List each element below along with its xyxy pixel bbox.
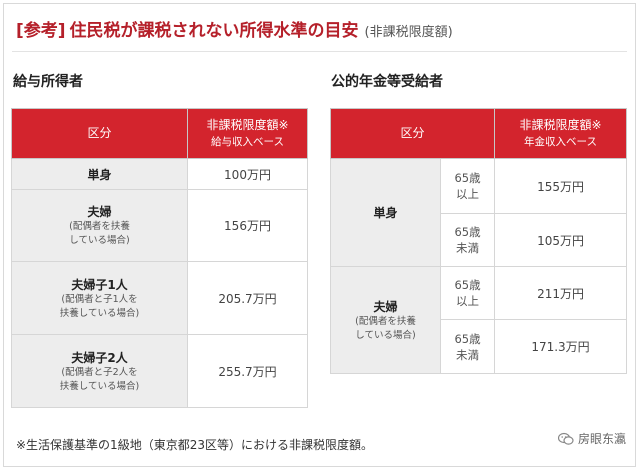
age-line: 65歳 xyxy=(454,225,481,239)
age-line: 未満 xyxy=(456,347,479,362)
row-label: 単身 xyxy=(87,167,112,182)
salary-col-category: 区分 xyxy=(11,108,188,159)
footnote: ※生活保護基準の1級地（東京都23区等）における非課税限度額。 xyxy=(16,438,373,452)
row-label: 夫婦子2人 xyxy=(71,350,128,365)
age-line: 65歳 xyxy=(454,171,481,185)
pension-group-label: 夫婦 (配偶者を扶養 している場合) xyxy=(330,266,441,374)
salary-row-label: 単身 xyxy=(11,158,188,190)
row-note: している場合) xyxy=(69,235,130,246)
pension-group-label: 単身 xyxy=(330,158,441,267)
row-note: (配偶者と子2人を xyxy=(61,366,138,378)
salary-row-label: 夫婦子1人 (配偶者と子1人を 扶養している場合) xyxy=(11,261,188,335)
group-note: している場合) xyxy=(355,329,416,341)
title-main: 住民税が課税されない所得水準の目安 xyxy=(69,21,359,41)
pension-header-row: 区分 非課税限度額※ 年金収入ベース xyxy=(329,108,628,159)
table-row: 65歳 未満 105万円 xyxy=(331,213,628,267)
pension-col-limit: 非課税限度額※ 年金収入ベース xyxy=(494,108,628,159)
row-note: 扶養している場合) xyxy=(59,380,140,392)
table-row: 単身 100万円 xyxy=(11,158,308,190)
row-value: 156万円 xyxy=(187,189,308,262)
content-panel: [参考] 住民税が課税されない所得水準の目安 (非課税限度額) 給与所得者 区分… xyxy=(3,3,636,467)
age-cell: 65歳 以上 xyxy=(439,158,496,214)
age-line: 65歳 xyxy=(454,331,481,346)
row-value: 100万円 xyxy=(187,158,308,190)
row-note: (配偶者と子1人を xyxy=(61,293,138,305)
page-title: [参考] 住民税が課税されない所得水準の目安 (非課税限度額) xyxy=(16,16,453,42)
age-line: 以上 xyxy=(456,187,479,201)
table-row: 夫婦子1人 (配偶者と子1人を 扶養している場合) 205.7万円 xyxy=(11,261,308,335)
table-row: 夫婦 (配偶者を扶養 している場合) 156万円 xyxy=(11,189,308,262)
table-row: 夫婦 (配偶者を扶養 している場合) 65歳 以上 211万円 xyxy=(330,266,628,374)
salary-table: 区分 非課税限度額※ 給与収入ベース 単身 100万円 夫婦 (配偶者を扶養 し… xyxy=(11,108,308,408)
row-label: 夫婦子1人 xyxy=(71,277,128,292)
table-row: 65歳 未満 171.3万円 xyxy=(331,319,628,374)
row-value: 255.7万円 xyxy=(187,334,308,408)
pension-col-limit-sub: 年金収入ベース xyxy=(524,135,597,148)
table-row: 単身 65歳 以上 155万円 xyxy=(330,158,628,267)
age-cell: 65歳 以上 xyxy=(439,266,496,320)
wechat-icon xyxy=(557,432,574,446)
group-label: 夫婦 xyxy=(373,299,398,314)
row-value: 171.3万円 xyxy=(494,319,628,374)
pension-col-limit-label: 非課税限度額※ xyxy=(519,117,602,132)
age-cell: 65歳 未満 xyxy=(439,213,496,267)
age-line: 未満 xyxy=(456,241,479,255)
pension-section-title: 公的年金等受給者 xyxy=(331,74,443,90)
brand-name: 房眼东瀛 xyxy=(577,432,626,446)
title-tag: [参考] xyxy=(16,21,66,41)
row-value: 105万円 xyxy=(494,213,628,267)
salary-col-category-label: 区分 xyxy=(87,126,112,140)
title-subtitle: (非課税限度額) xyxy=(364,25,453,40)
salary-header-row: 区分 非課税限度額※ 給与収入ベース xyxy=(11,108,308,159)
row-note: 扶養している場合) xyxy=(59,307,140,319)
brand-watermark: 房眼东瀛 xyxy=(557,430,626,447)
pension-col-category-label: 区分 xyxy=(400,126,425,140)
group-label: 単身 xyxy=(373,206,398,220)
age-line: 65歳 xyxy=(454,278,481,292)
salary-row-label: 夫婦子2人 (配偶者と子2人を 扶養している場合) xyxy=(11,334,188,408)
salary-col-limit-label: 非課税限度額※ xyxy=(206,117,289,132)
table-row: 夫婦子2人 (配偶者と子2人を 扶養している場合) 255.7万円 xyxy=(11,334,308,408)
pension-table: 区分 非課税限度額※ 年金収入ベース 単身 65歳 以上 155万円 65歳 未… xyxy=(329,108,628,374)
row-value: 155万円 xyxy=(494,158,628,214)
salary-row-label: 夫婦 (配偶者を扶養 している場合) xyxy=(11,189,188,262)
pension-col-category: 区分 xyxy=(329,108,496,159)
group-note: (配偶者を扶養 xyxy=(355,315,416,327)
row-label: 夫婦 xyxy=(87,205,112,219)
row-note: (配偶者を扶養 xyxy=(69,221,130,232)
salary-col-limit: 非課税限度額※ 給与収入ベース xyxy=(187,108,308,159)
row-value: 205.7万円 xyxy=(187,261,308,335)
salary-section-title: 給与所得者 xyxy=(13,74,83,90)
salary-col-limit-sub: 給与収入ベース xyxy=(211,135,284,148)
row-value: 211万円 xyxy=(494,266,628,320)
age-cell: 65歳 未満 xyxy=(439,319,496,374)
title-divider xyxy=(12,51,627,52)
age-line: 以上 xyxy=(456,294,479,308)
